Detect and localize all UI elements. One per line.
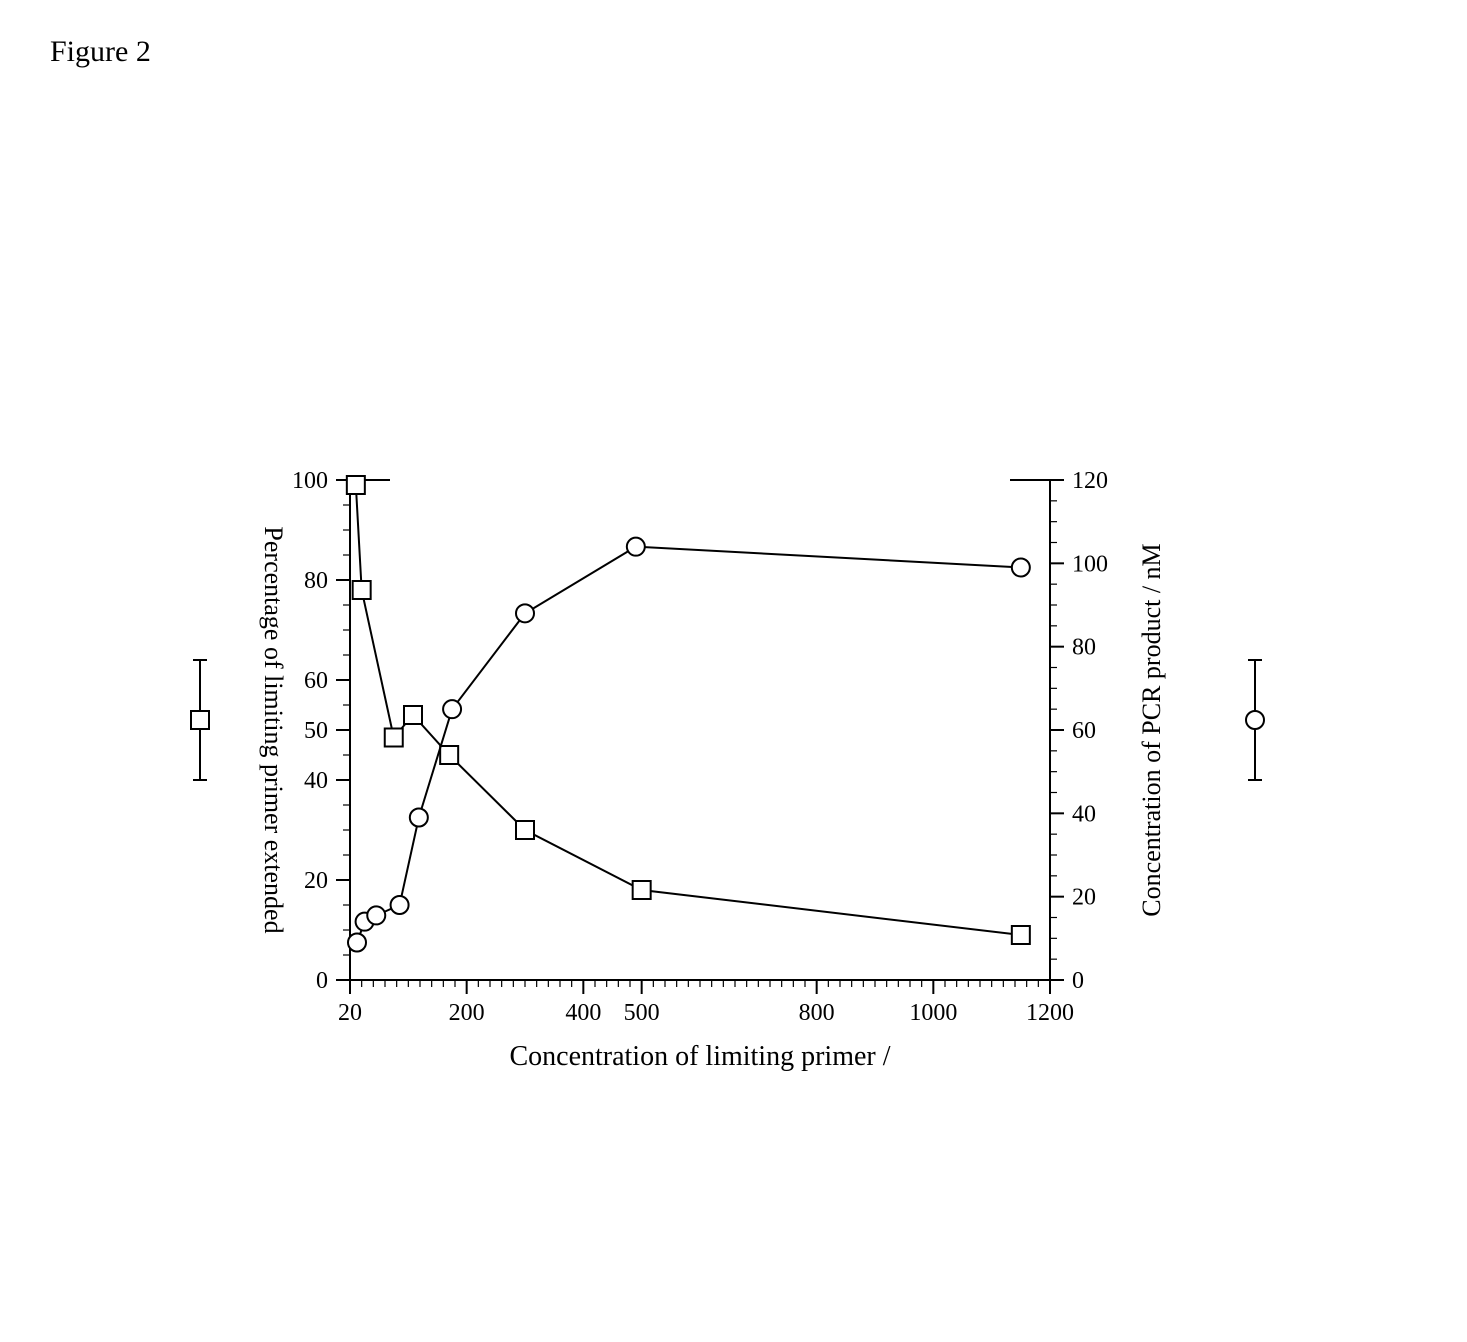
chart-container: 2020040050080010001200020405060801000204… [180,420,1280,1140]
svg-text:100: 100 [1072,551,1108,577]
svg-text:100: 100 [292,468,328,494]
svg-text:50: 50 [304,718,328,744]
svg-text:20: 20 [338,1000,362,1026]
svg-text:20: 20 [1072,885,1096,911]
svg-text:400: 400 [565,1000,601,1026]
svg-text:80: 80 [1072,635,1096,661]
svg-text:Concentration of PCR product /: Concentration of PCR product / nM [1137,543,1166,916]
svg-text:1200: 1200 [1026,1000,1074,1026]
svg-text:0: 0 [316,968,328,994]
svg-text:Concentration of limiting prim: Concentration of limiting primer / [509,1041,890,1072]
svg-text:500: 500 [624,1000,660,1026]
svg-text:800: 800 [799,1000,835,1026]
pcr-product-line [357,547,1021,943]
svg-text:20: 20 [304,868,328,894]
svg-text:0: 0 [1072,968,1084,994]
svg-text:200: 200 [449,1000,485,1026]
svg-text:60: 60 [1072,718,1096,744]
svg-text:40: 40 [304,768,328,794]
dual-axis-chart: 2020040050080010001200020405060801000204… [180,420,1280,1140]
svg-text:Percentage of limiting primer: Percentage of limiting primer extended [259,526,288,933]
figure-label: Figure 2 [50,35,151,69]
svg-text:1000: 1000 [909,1000,957,1026]
svg-text:60: 60 [304,668,328,694]
svg-text:80: 80 [304,568,328,594]
svg-text:40: 40 [1072,801,1096,827]
svg-text:120: 120 [1072,468,1108,494]
